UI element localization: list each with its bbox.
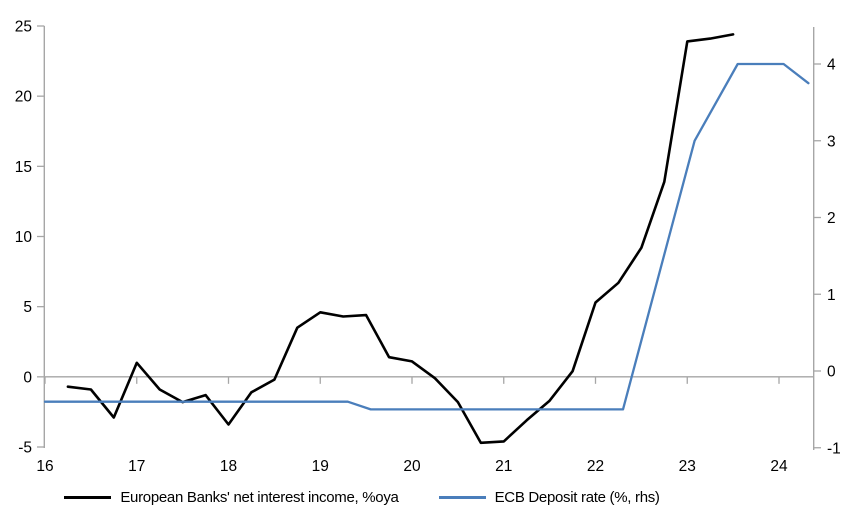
- right-axis: 4 3 2 1 0 -1: [813, 27, 841, 457]
- x-axis: 16 17 18 19 20 21 22 23 24: [36, 376, 813, 475]
- left-tick-label: 5: [23, 299, 32, 316]
- x-tick-label: 19: [312, 458, 329, 475]
- right-tick-label: 0: [827, 364, 836, 381]
- legend-item-ecb: ECB Deposit rate (%, rhs): [438, 489, 660, 506]
- x-tick-label: 16: [36, 458, 53, 475]
- left-tick-label: 25: [15, 19, 32, 36]
- right-tick-label: -1: [827, 440, 841, 457]
- right-tick-label: 3: [827, 133, 836, 150]
- x-tick-label: 23: [679, 458, 696, 475]
- right-tick-label: 4: [827, 57, 836, 74]
- right-tick-label: 1: [827, 287, 836, 304]
- series-nii-line: [66, 33, 735, 445]
- ecb-line-sample: [438, 496, 486, 499]
- x-tick-label: 22: [587, 458, 604, 475]
- legend-label-nii: European Banks' net interest income, %oy…: [120, 489, 399, 506]
- series-ecb-line: [43, 62, 810, 411]
- left-tick-label: 20: [15, 89, 33, 106]
- right-tick-label: 2: [827, 210, 836, 227]
- legend-label-ecb: ECB Deposit rate (%, rhs): [494, 489, 660, 506]
- nii-line-sample: [64, 496, 112, 499]
- x-tick-label: 20: [403, 458, 421, 475]
- left-axis: 25 20 15 10 5 0 -5: [15, 19, 45, 457]
- left-tick-label: 10: [15, 229, 33, 246]
- x-tick-label: 17: [128, 458, 145, 475]
- left-tick-label: 15: [15, 159, 32, 176]
- left-tick-label: -5: [18, 440, 32, 457]
- x-tick-label: 21: [495, 458, 512, 475]
- left-tick-label: 0: [23, 369, 32, 386]
- x-tick-label: 24: [770, 458, 788, 475]
- chart-legend: European Banks' net interest income, %oy…: [0, 490, 788, 505]
- x-tick-label: 18: [220, 458, 237, 475]
- legend-item-nii: European Banks' net interest income, %oy…: [64, 489, 399, 506]
